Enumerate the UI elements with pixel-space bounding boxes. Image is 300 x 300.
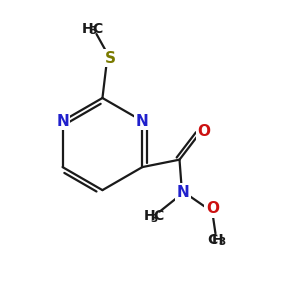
Text: H: H (82, 22, 93, 36)
Text: O: O (198, 124, 211, 139)
Text: C: C (92, 22, 103, 36)
Text: N: N (177, 185, 190, 200)
Text: N: N (56, 113, 69, 128)
Text: O: O (206, 201, 219, 216)
Text: 3: 3 (151, 214, 158, 224)
Text: S: S (105, 51, 116, 66)
Text: H: H (212, 233, 224, 247)
Text: H: H (143, 209, 155, 223)
Text: C: C (207, 233, 218, 247)
Text: C: C (154, 209, 164, 223)
Text: 3: 3 (89, 26, 96, 36)
Text: 3: 3 (218, 237, 226, 247)
Text: N: N (136, 113, 149, 128)
